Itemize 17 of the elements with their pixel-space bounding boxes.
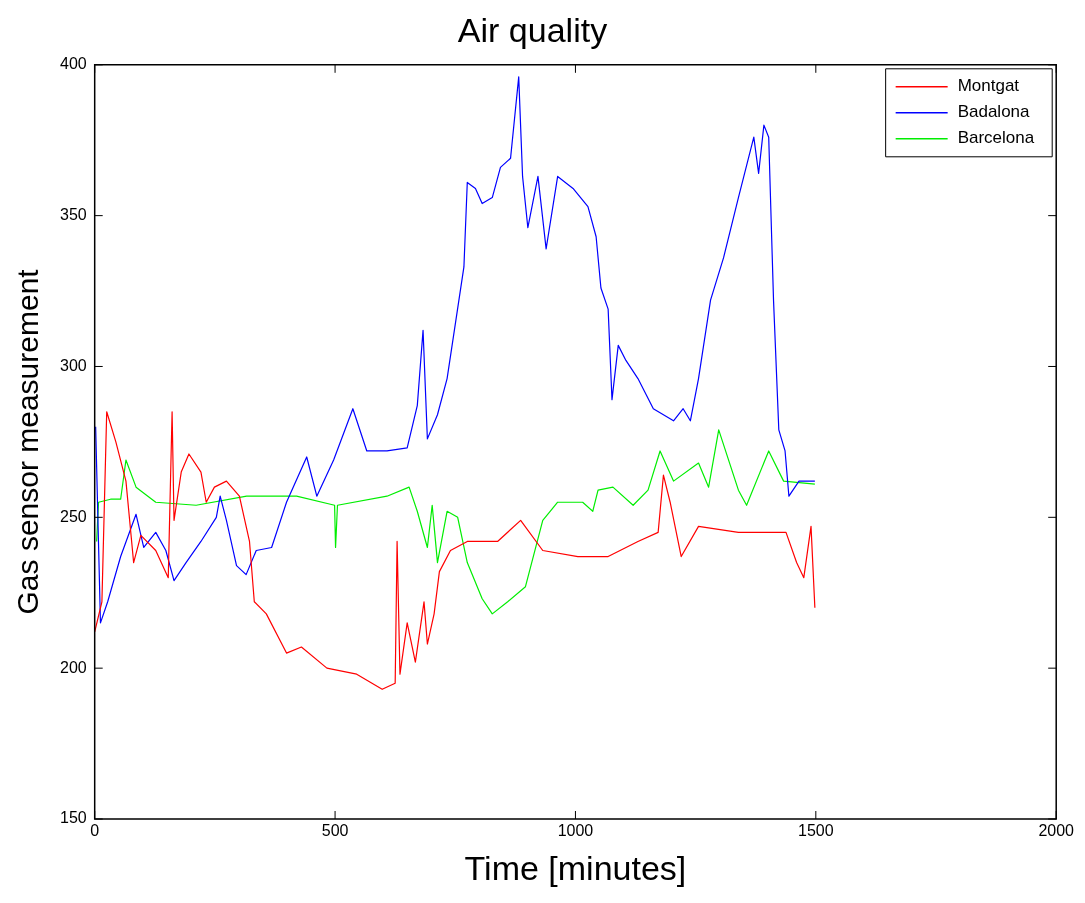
- x-tick-label: 2000: [1038, 822, 1075, 840]
- legend-label: Badalona: [957, 102, 1031, 122]
- y-axis-title: Gas sensor measurement: [11, 268, 45, 615]
- x-tick-label: 0: [90, 822, 100, 840]
- y-tick-label: 400: [59, 55, 87, 73]
- chart-title: Air quality: [457, 10, 608, 49]
- legend-label: Barcelona: [957, 128, 1035, 148]
- x-tick-label: 1500: [798, 822, 834, 840]
- y-tick-label: 200: [59, 658, 87, 676]
- x-tick-label: 500: [321, 822, 349, 840]
- y-tick-label: 300: [59, 356, 87, 374]
- x-tick-label: 1000: [557, 822, 594, 840]
- legend-label: Montgat: [957, 76, 1020, 96]
- y-tick-label: 150: [59, 809, 87, 827]
- y-tick-label: 350: [59, 206, 87, 224]
- y-tick-label: 250: [59, 507, 87, 525]
- x-axis-title: Time [minutes]: [464, 848, 687, 887]
